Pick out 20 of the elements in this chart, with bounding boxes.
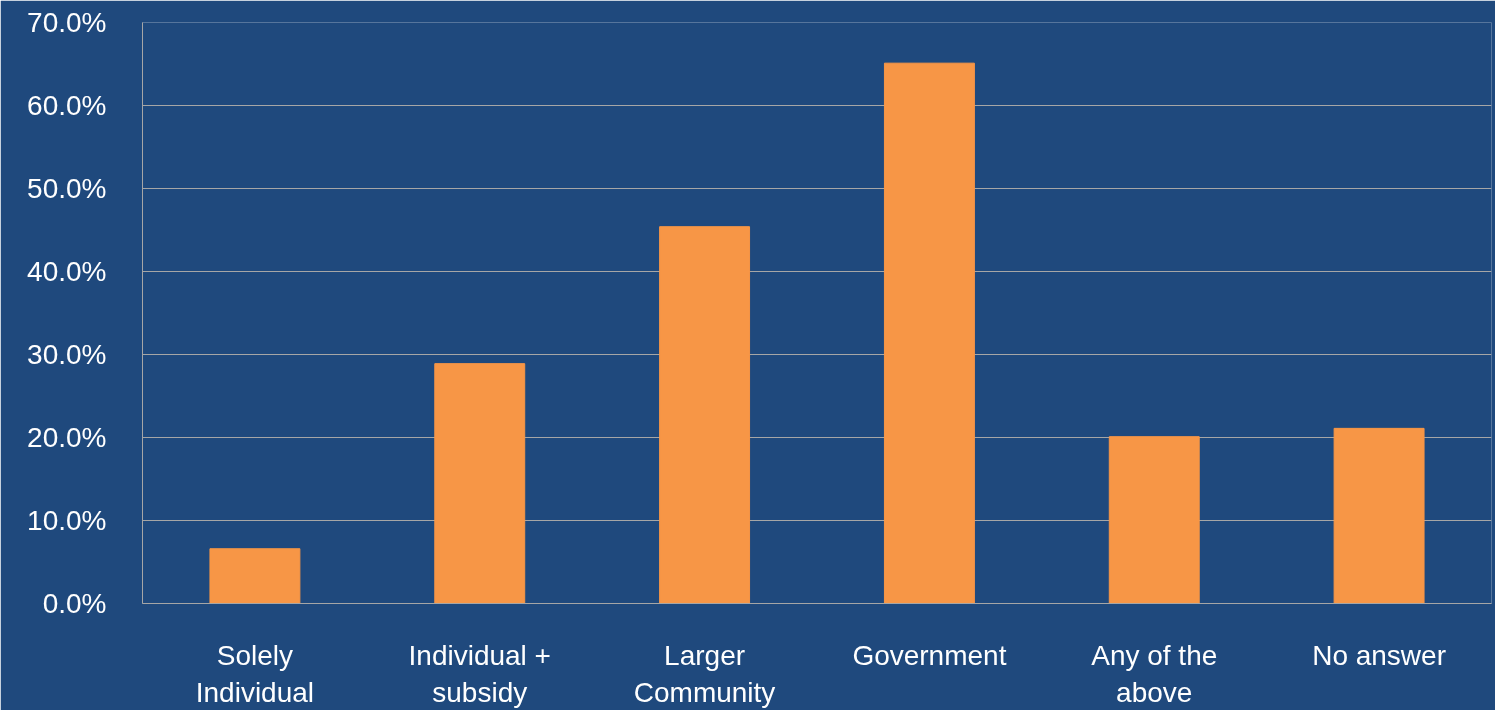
y-tick-label: 70.0% [27, 7, 107, 38]
y-tick-label: 40.0% [27, 256, 107, 287]
x-tick-label: Solely Individual [195, 639, 315, 708]
x-tick-label: Individual + subsidy [408, 639, 551, 708]
y-tick-label: 30.0% [27, 339, 107, 370]
bar [659, 226, 751, 604]
bar [209, 548, 301, 604]
y-tick-label: 60.0% [27, 90, 107, 121]
bar [1333, 427, 1425, 604]
x-tick-label: Larger Community [633, 639, 776, 708]
x-tick-label: No answer [1312, 639, 1447, 671]
y-tick-label: 10.0% [27, 505, 107, 536]
x-tick-label: Government [852, 639, 1007, 671]
bar [434, 363, 526, 604]
bar [883, 62, 975, 604]
bar [1108, 436, 1200, 604]
x-tick-label: Any of the above [1091, 639, 1218, 708]
y-tick-label: 50.0% [27, 173, 107, 204]
y-tick-label: 0.0% [42, 588, 107, 619]
y-tick-label: 20.0% [27, 422, 107, 453]
